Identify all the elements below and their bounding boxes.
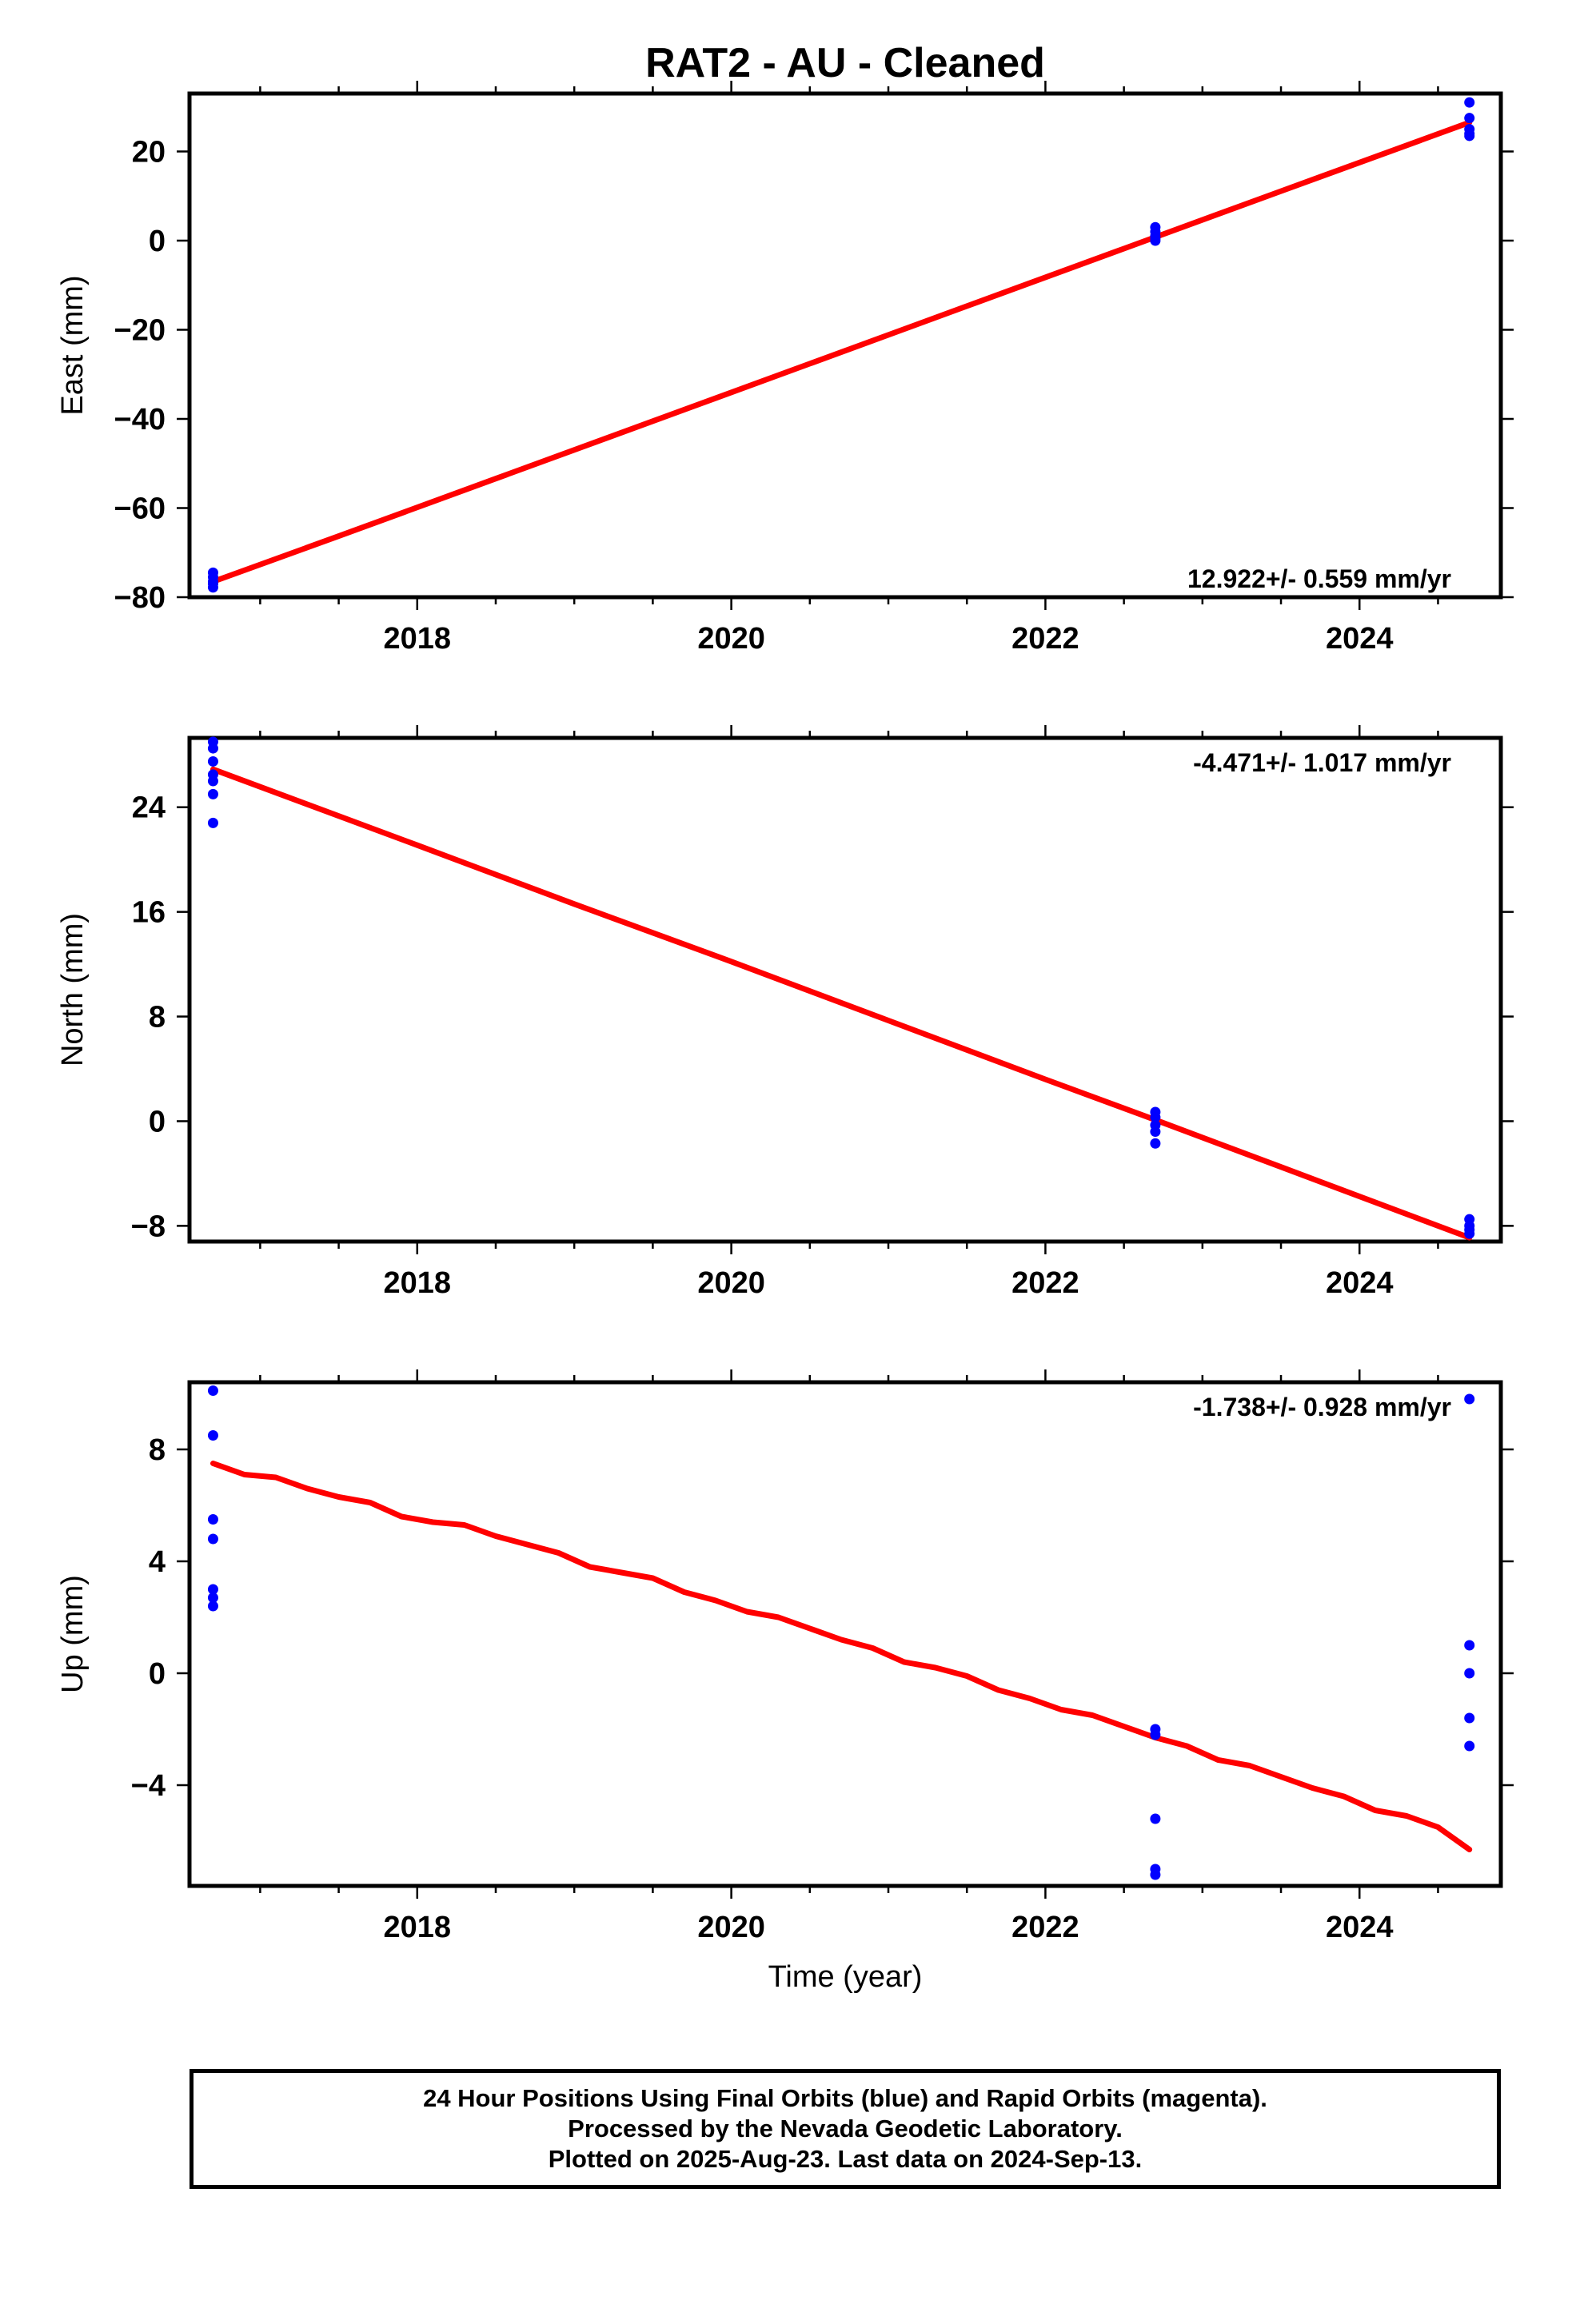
east-y-tick-label: 0 <box>149 225 166 258</box>
north-x-tick-label: 2024 <box>1326 1266 1394 1300</box>
east-data-point <box>1150 235 1161 246</box>
north-rate-label: -4.471+/- 1.017 mm/yr <box>1193 748 1451 777</box>
north-data-point <box>207 775 218 787</box>
north-panel: 2018 2020 2022 2024 24 16 8 0 −8 North (mm) -4.471… <box>56 725 1514 1300</box>
east-data-point <box>207 582 218 593</box>
east-y-tick-label: −80 <box>114 581 166 615</box>
north-data-point <box>1464 1228 1475 1239</box>
east-y-tick-label: −60 <box>114 492 166 525</box>
north-x-tick-label: 2020 <box>697 1266 765 1300</box>
up-data-point <box>207 1593 218 1603</box>
up-data-point <box>1150 1729 1161 1740</box>
up-panel: 2018 2020 2022 2024 8 4 0 −4 Up (mm) Time (year) -… <box>56 1369 1514 1994</box>
east-x-tick-label: 2024 <box>1326 622 1394 656</box>
north-y-axis-label: North (mm) <box>56 913 90 1066</box>
north-plot-frame <box>187 735 1503 1244</box>
up-y-tick-label: 0 <box>149 1657 166 1691</box>
north-data-point <box>1150 1126 1161 1138</box>
north-y-tick-label: 8 <box>149 1001 166 1034</box>
up-data-point <box>1150 1869 1161 1880</box>
up-model-line <box>210 1461 1473 1852</box>
up-x-axis-label: Time (year) <box>768 1960 923 1994</box>
east-plot-frame <box>187 91 1503 600</box>
east-x-tick-label: 2018 <box>384 622 452 656</box>
up-data-point <box>207 1600 218 1612</box>
up-plot-frame <box>187 1380 1503 1888</box>
up-x-tick-label: 2022 <box>1011 1911 1079 1944</box>
north-y-tick-label: 0 <box>149 1105 166 1138</box>
north-data-point <box>207 755 218 767</box>
up-x-tick-label: 2020 <box>697 1911 765 1944</box>
up-data-point <box>207 1584 218 1595</box>
footer-line-2: Processed by the Nevada Geodetic Laborat… <box>568 2115 1123 2143</box>
up-y-tick-label: −4 <box>131 1769 166 1803</box>
up-data-point <box>1464 1668 1475 1679</box>
up-rate-label: -1.738+/- 0.928 mm/yr <box>1193 1393 1451 1421</box>
east-data-point <box>1464 130 1475 142</box>
north-data-point <box>207 817 218 828</box>
east-y-tick-label: −20 <box>114 313 166 347</box>
north-data-point <box>1150 1138 1161 1149</box>
north-x-tick-label: 2022 <box>1011 1266 1079 1300</box>
up-data-point <box>207 1385 218 1396</box>
east-y-tick-label: −40 <box>114 403 166 436</box>
up-y-tick-label: 8 <box>149 1433 166 1467</box>
east-data-point <box>1464 97 1475 108</box>
up-data-point <box>207 1533 218 1545</box>
north-y-tick-label: 16 <box>132 896 166 930</box>
page-title: RAT2 - AU - Cleaned <box>645 40 1045 86</box>
up-data-point <box>1464 1393 1475 1405</box>
east-panel: 2018 2020 2022 2024 20 0 −20 −40 −60 −80 East (mm)… <box>56 81 1514 656</box>
up-data-point <box>1464 1740 1475 1752</box>
up-data-point <box>1464 1640 1475 1651</box>
north-model-line <box>210 766 1473 1241</box>
up-data-point <box>207 1430 218 1441</box>
up-x-tick-label: 2024 <box>1326 1911 1394 1944</box>
east-data-point <box>1464 113 1475 124</box>
footer-line-1: 24 Hour Positions Using Final Orbits (bl… <box>423 2084 1267 2112</box>
north-data-point <box>207 788 218 799</box>
up-data-point <box>207 1514 218 1525</box>
north-data-point <box>1150 1112 1161 1123</box>
footer-note-box: 24 Hour Positions Using Final Orbits (bl… <box>190 2069 1501 2189</box>
up-data-point <box>1150 1813 1161 1824</box>
north-y-tick-label: 24 <box>132 791 166 825</box>
north-y-tick-label: −8 <box>131 1210 166 1243</box>
east-x-tick-label: 2020 <box>697 622 765 656</box>
up-data-point <box>1464 1712 1475 1724</box>
footer-line-3: Plotted on 2025-Aug-23. Last data on 202… <box>548 2145 1143 2173</box>
north-data-point <box>207 743 218 754</box>
east-x-tick-label: 2022 <box>1011 622 1079 656</box>
north-x-tick-label: 2018 <box>384 1266 452 1300</box>
up-y-axis-label: Up (mm) <box>56 1575 90 1693</box>
east-y-axis-label: East (mm) <box>56 275 90 415</box>
up-x-tick-label: 2018 <box>384 1911 452 1944</box>
east-model-line <box>210 119 1473 584</box>
east-y-tick-label: 20 <box>132 135 166 169</box>
east-rate-label: 12.922+/- 0.559 mm/yr <box>1187 564 1451 593</box>
up-y-tick-label: 4 <box>149 1545 166 1579</box>
